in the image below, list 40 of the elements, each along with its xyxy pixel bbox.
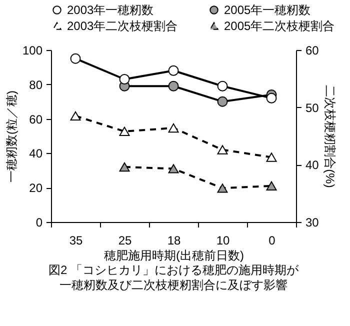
point <box>119 74 130 84</box>
point <box>266 152 277 162</box>
point <box>168 80 179 92</box>
y2-tick-label: 30 <box>306 216 320 230</box>
y-tick-label: 100 <box>22 44 43 58</box>
x-tick-label: 10 <box>216 234 230 248</box>
point <box>70 111 81 121</box>
point <box>119 162 130 172</box>
point <box>217 80 228 92</box>
text: 一穂籾数及び二次枝梗籾割合に及ぼす影響 <box>60 278 288 292</box>
x-tick-label: 35 <box>69 234 83 248</box>
caption: 図2 「コシヒカリ」における穂肥の施用時期が <box>48 263 300 277</box>
y2-axis-title: 二次枝梗籾割合(%) <box>322 85 337 188</box>
point <box>168 123 179 133</box>
x-axis-title: 穂肥施用時期(出穂前日数) <box>104 248 244 262</box>
point <box>168 65 179 76</box>
point <box>119 126 130 136</box>
y2-tick-label: 50 <box>306 100 320 115</box>
y-axis-title: 一穂籾数(粒／穂) <box>4 90 18 182</box>
legend-label: 2003年二次枝梗割合 <box>67 19 178 33</box>
y2-tick-label: 40 <box>306 158 320 172</box>
x-tick-label: 18 <box>167 234 181 248</box>
y2-tick-label: 60 <box>306 44 320 58</box>
legend-label: 2005年二次枝梗割合 <box>224 19 335 33</box>
point <box>266 181 277 190</box>
y-tick-label: 0 <box>36 216 43 230</box>
x-tick-label: 25 <box>118 234 132 248</box>
legend-label: 2005年一穂籾数 <box>224 3 311 17</box>
point <box>217 96 228 107</box>
y-tick-label: 60 <box>29 112 43 126</box>
legend-label: 2003年一穂籾数 <box>67 3 154 17</box>
y-tick-label: 20 <box>29 181 43 196</box>
point <box>70 53 81 64</box>
point <box>266 92 277 104</box>
point <box>217 145 228 154</box>
point <box>168 164 179 174</box>
y-tick-label: 80 <box>29 78 43 92</box>
y-tick-label: 40 <box>29 146 43 161</box>
point <box>217 184 228 193</box>
x-tick-label: 0 <box>268 234 276 248</box>
